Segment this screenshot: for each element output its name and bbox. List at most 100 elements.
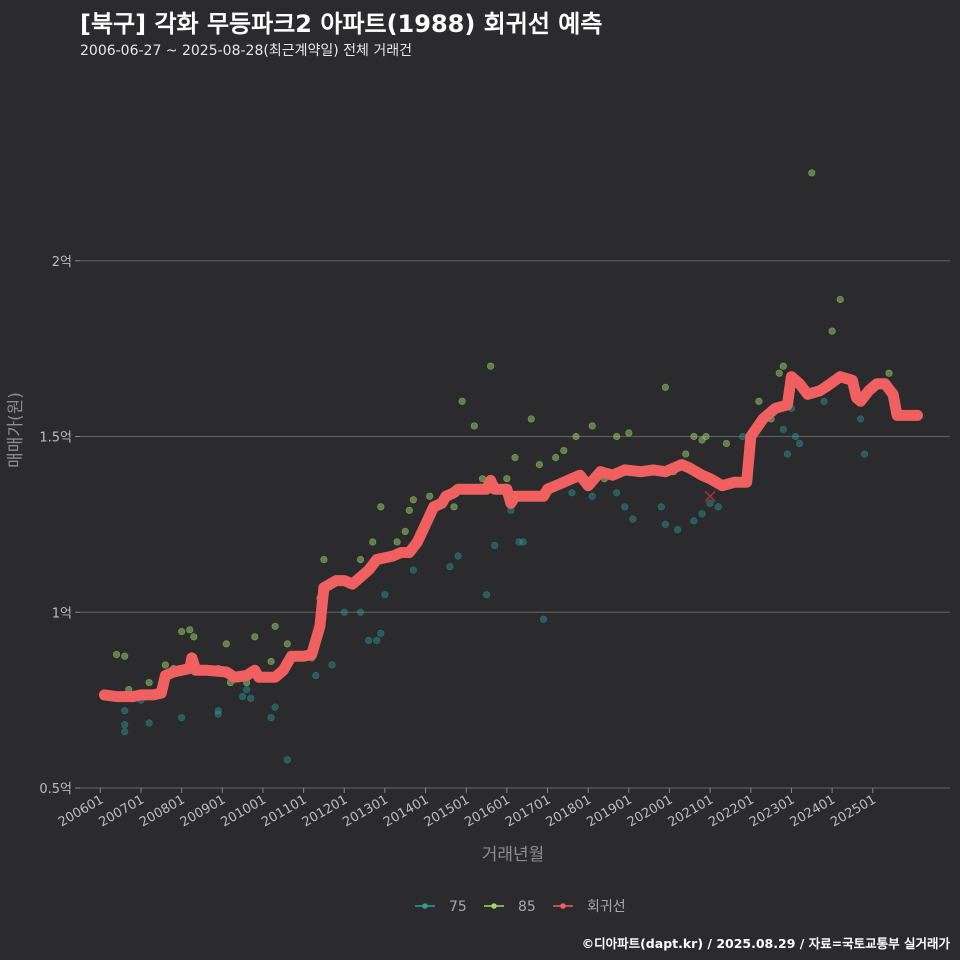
legend: 75 85 회귀선 [415,899,626,915]
series-85-point-36 [511,453,519,462]
x-tick-label-18: 202401 [788,792,838,830]
series-75-point-20 [377,629,385,637]
series-75-point-11 [267,714,275,722]
series-85-point-15 [267,657,275,666]
x-tick-label-5: 201101 [259,792,309,830]
series-75-point-10 [247,694,255,702]
legend-label-2: 회귀선 [587,899,626,915]
series-75-point-21 [381,591,389,599]
series-85-point-32 [470,422,478,430]
x-tick-label-0: 200601 [56,792,106,830]
series-85-point-38 [535,461,543,469]
y-axis-title: 매매가(원) [6,392,26,468]
y-tick-label-2: 1.5억 [39,431,72,446]
x-tick-label-16: 202201 [706,792,756,830]
series-75-point-51 [856,415,865,423]
series-75-point-35 [629,515,637,523]
series-75-point-41 [706,499,714,507]
x-tick-label-17: 202301 [747,792,797,830]
series-85-point-54 [755,397,763,405]
series-75-point-37 [661,520,670,528]
series-75-point-29 [519,538,527,546]
series-75-point-0 [121,728,129,736]
series-85-point-47 [661,383,670,391]
series-75-point-45 [779,425,787,434]
marker-stroke-b [704,490,716,502]
series-85-point-60 [828,327,836,335]
series-75-point-7 [214,707,222,715]
legend-label-0: 75 [449,899,467,915]
series-85-point-40 [560,446,568,455]
x-tick-label-2: 200801 [137,792,187,830]
regression-line [98,371,923,703]
series-75-point-17 [356,608,365,616]
series-75-point-14 [312,671,320,680]
series-75-point-2 [121,707,129,715]
legend-dot-1 [491,903,497,909]
series-75-point-32 [588,492,596,500]
series-75-point-49 [795,439,804,448]
series-85-point-50 [690,432,698,441]
series-75-point-22 [409,566,417,574]
x-axis-title: 거래년월 [482,845,545,865]
series-85-point-4 [145,678,153,687]
series-75-point-30 [539,615,548,623]
series-85-point-1 [121,652,129,660]
series-75-point-16 [340,608,348,616]
series-75-point-15 [328,661,336,669]
x-tick-label-6: 201201 [300,792,350,830]
chart-subtitle: 2006-06-27 ~ 2025-08-28(최근계약일) 전체 거래건 [80,43,412,59]
series-85-point-34 [487,362,495,370]
series-75-point-52 [861,450,869,458]
x-tick-label-12: 201801 [544,792,594,830]
series-85-point-57 [779,362,787,370]
series-75-point-50 [820,397,828,405]
series-85-points [112,169,893,697]
series-75-point-43 [739,432,747,441]
series-85-point-25 [401,527,409,536]
series-85-point-0 [112,650,121,659]
series-85-point-53 [722,439,731,448]
series-85-point-42 [588,422,596,430]
series-75-point-25 [482,591,491,599]
series-75-point-18 [365,636,373,644]
series-85-point-22 [377,503,385,511]
y-tick-label-1: 1억 [52,606,72,621]
series-85-point-8 [186,626,194,634]
chart-title: [북구] 각화 무등파크2 아파트(1988) 회귀선 예측 [80,10,603,38]
series-75-point-42 [714,503,722,511]
series-85-point-61 [836,295,844,304]
x-tick-label-19: 202501 [828,792,878,830]
series-75-point-46 [783,450,791,458]
x-tick-label-10: 201601 [462,792,512,830]
series-85-point-9 [190,633,198,641]
series-75-point-26 [491,541,499,550]
series-85-point-44 [613,432,621,441]
series-85-point-49 [682,450,690,458]
series-75-point-9 [243,685,251,694]
series-75-point-34 [621,503,629,511]
y-axis-ticks: 0.5억 1억 1.5억 2억 [39,255,80,797]
x-tick-label-7: 201301 [340,792,390,830]
series-75-point-48 [791,432,800,441]
x-tick-label-3: 200901 [178,792,228,830]
series-75-point-19 [373,636,381,644]
series-85-point-62 [885,369,893,377]
x-tick-label-9: 201501 [422,792,472,830]
series-85-point-37 [527,415,535,423]
regression-marker-x [704,490,716,502]
series-75-point-36 [657,503,665,511]
series-85-point-24 [393,538,401,546]
series-85-point-20 [320,555,328,564]
series-75-point-38 [674,526,682,534]
series-85-point-28 [426,492,434,500]
series-85-point-21 [356,555,365,564]
series-75-point-4 [145,719,153,727]
x-tick-label-1: 200701 [96,792,146,830]
series-85-point-41 [572,432,580,441]
series-85-point-29 [450,503,458,511]
series-85-point-35 [503,475,511,483]
x-tick-label-15: 202101 [666,792,716,830]
grid-lines [80,260,950,789]
